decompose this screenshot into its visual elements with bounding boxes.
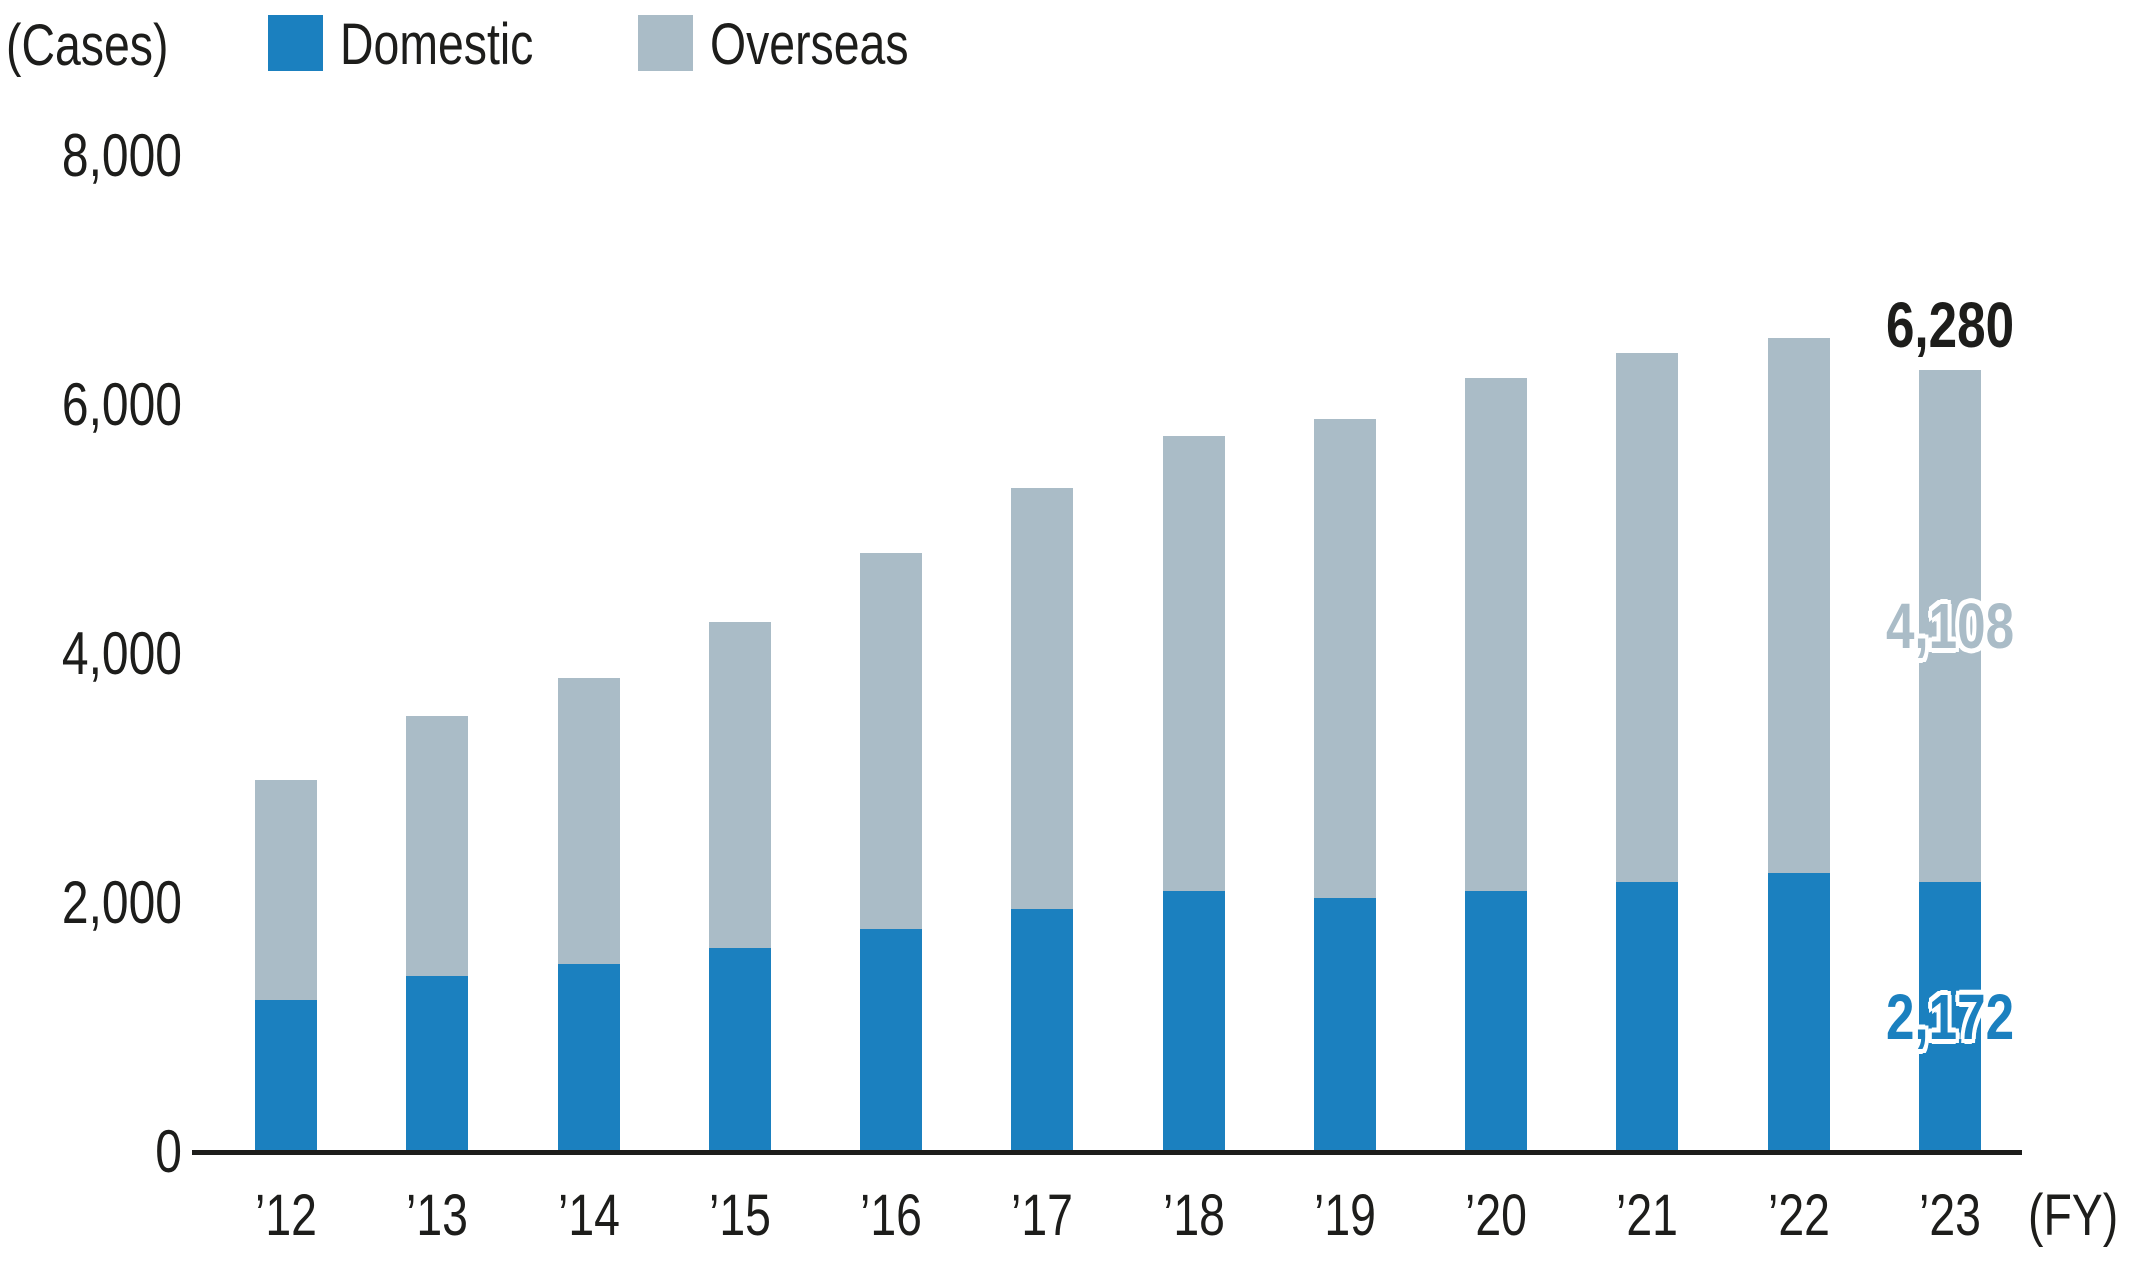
x-tick-label: ’12 <box>255 1183 317 1248</box>
x-tick-label: ’23 <box>1919 1183 1981 1248</box>
bar-segment-overseas <box>1313 418 1376 898</box>
bar-segment-domestic <box>1616 881 1679 1152</box>
bar-segment-overseas <box>406 716 469 977</box>
legend-label-domestic: Domestic <box>340 12 534 77</box>
bar-segment-overseas <box>1162 436 1225 891</box>
y-tick-label: 4,000 <box>61 620 182 687</box>
x-tick-label: ’13 <box>406 1183 469 1248</box>
y-axis-unit-label: (Cases) <box>6 13 169 78</box>
bar-segment-domestic <box>406 976 469 1152</box>
bar-segment-overseas <box>1767 337 1830 874</box>
x-tick-label: ’17 <box>1011 1183 1074 1248</box>
x-tick-label: ’18 <box>1162 1183 1225 1248</box>
bar-segment-overseas <box>1465 377 1528 891</box>
x-tick-label: ’16 <box>860 1183 923 1248</box>
data-label-total: 6,280 <box>1885 289 2015 362</box>
bar-segment-domestic <box>255 1000 317 1152</box>
y-tick-label: 8,000 <box>61 122 182 189</box>
bar-segment-overseas <box>860 553 923 930</box>
bar-segment-domestic <box>1011 909 1074 1152</box>
bar-segment-overseas <box>1616 352 1679 882</box>
bar-segment-domestic <box>1918 881 1981 1152</box>
data-label-overseas: 4,108 <box>1885 589 2015 662</box>
x-tick-label: ’15 <box>708 1183 771 1248</box>
bar-segment-domestic <box>860 929 923 1152</box>
bar-segment-overseas <box>1918 370 1981 882</box>
x-axis-unit-label: (FY) <box>2028 1183 2119 1248</box>
x-tick-label: ’20 <box>1465 1183 1528 1248</box>
bar-segment-overseas <box>708 621 771 948</box>
x-tick-label: ’14 <box>557 1183 620 1248</box>
bar-segment-domestic <box>557 964 620 1152</box>
bar-segment-domestic <box>1162 890 1225 1152</box>
legend-swatch-overseas <box>638 15 693 71</box>
legend-label-overseas: Overseas <box>710 12 909 77</box>
y-tick-label: 0 <box>155 1118 182 1185</box>
bar-segment-domestic <box>708 947 771 1152</box>
bar-segment-domestic <box>1465 890 1528 1152</box>
y-tick-label: 6,000 <box>61 371 182 438</box>
bar-segment-domestic <box>1767 873 1830 1152</box>
legend-swatch-domestic <box>268 15 323 71</box>
data-label-domestic: 2,172 <box>1885 980 2015 1053</box>
bar-segment-domestic <box>1313 898 1376 1152</box>
bar-segment-overseas <box>255 779 317 1001</box>
bar-segment-overseas <box>557 677 620 964</box>
x-axis-line <box>192 1150 2022 1155</box>
x-tick-label: ’22 <box>1767 1183 1830 1248</box>
x-tick-label: ’21 <box>1616 1183 1679 1248</box>
y-tick-label: 2,000 <box>61 869 182 936</box>
bar-segment-overseas <box>1011 488 1074 910</box>
x-tick-label: ’19 <box>1313 1183 1376 1248</box>
